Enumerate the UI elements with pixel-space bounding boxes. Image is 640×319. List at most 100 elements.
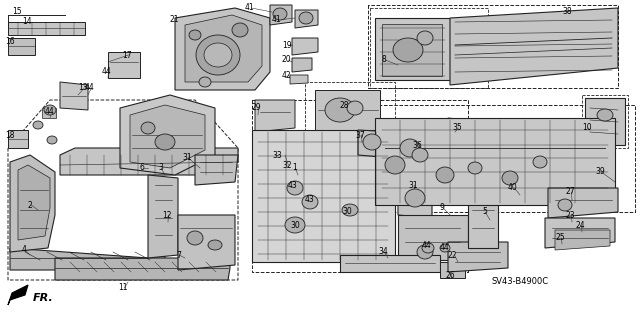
Polygon shape (258, 148, 280, 165)
Text: 33: 33 (272, 151, 282, 160)
Text: 37: 37 (355, 130, 365, 139)
Polygon shape (448, 242, 508, 272)
Text: 18: 18 (5, 130, 15, 139)
Ellipse shape (299, 12, 313, 24)
Polygon shape (60, 82, 88, 110)
Ellipse shape (502, 171, 518, 185)
Polygon shape (548, 188, 618, 218)
Polygon shape (130, 105, 205, 168)
Ellipse shape (412, 148, 428, 162)
Text: 31: 31 (182, 153, 191, 162)
Polygon shape (440, 262, 465, 278)
Ellipse shape (302, 195, 318, 209)
Ellipse shape (187, 231, 203, 245)
Text: 30: 30 (290, 220, 300, 229)
Polygon shape (292, 58, 312, 72)
Text: 35: 35 (452, 123, 461, 132)
Polygon shape (270, 5, 292, 25)
Text: 27: 27 (565, 188, 575, 197)
Ellipse shape (325, 98, 355, 122)
Polygon shape (290, 75, 308, 84)
Polygon shape (108, 52, 140, 78)
Polygon shape (42, 108, 56, 118)
Polygon shape (375, 18, 450, 80)
Polygon shape (185, 15, 262, 82)
Text: 43: 43 (288, 181, 298, 189)
Ellipse shape (597, 109, 613, 121)
Polygon shape (395, 132, 428, 165)
Text: 32: 32 (282, 160, 292, 169)
Text: 17: 17 (122, 50, 132, 60)
Ellipse shape (533, 156, 547, 168)
Text: 40: 40 (508, 183, 518, 192)
Ellipse shape (141, 122, 155, 134)
Polygon shape (178, 215, 235, 270)
Ellipse shape (204, 43, 232, 67)
Polygon shape (375, 118, 615, 205)
Text: 30: 30 (342, 207, 352, 217)
Text: 41: 41 (272, 16, 282, 25)
Text: 44: 44 (102, 68, 112, 77)
Ellipse shape (285, 217, 305, 233)
Polygon shape (8, 22, 85, 35)
Text: 8: 8 (382, 56, 387, 64)
Text: 36: 36 (412, 140, 422, 150)
Ellipse shape (199, 77, 211, 87)
Text: 39: 39 (595, 167, 605, 176)
Ellipse shape (393, 38, 423, 62)
Text: 12: 12 (162, 211, 172, 219)
Text: 6: 6 (140, 164, 145, 173)
Text: 44: 44 (422, 241, 432, 249)
Polygon shape (55, 258, 230, 280)
Polygon shape (10, 155, 55, 252)
Polygon shape (468, 195, 498, 248)
Polygon shape (292, 38, 318, 55)
Ellipse shape (440, 244, 450, 252)
Ellipse shape (417, 31, 433, 45)
Polygon shape (18, 165, 50, 240)
Polygon shape (252, 130, 395, 262)
Text: 1: 1 (292, 164, 297, 173)
Polygon shape (10, 248, 165, 270)
Text: 22: 22 (448, 250, 458, 259)
Text: 11: 11 (118, 284, 127, 293)
Text: 2: 2 (28, 201, 33, 210)
Text: 31: 31 (408, 181, 418, 189)
Polygon shape (315, 90, 380, 130)
Text: 29: 29 (252, 103, 262, 113)
Text: 26: 26 (445, 271, 454, 279)
Polygon shape (382, 24, 442, 76)
Ellipse shape (558, 199, 572, 211)
Polygon shape (398, 215, 468, 260)
Ellipse shape (47, 136, 57, 144)
Ellipse shape (417, 245, 433, 259)
Ellipse shape (347, 101, 363, 115)
Text: 43: 43 (305, 196, 315, 204)
Polygon shape (555, 230, 610, 250)
Text: 24: 24 (575, 220, 584, 229)
Text: 19: 19 (282, 41, 292, 49)
Polygon shape (8, 130, 28, 148)
Text: 23: 23 (565, 211, 575, 219)
Ellipse shape (44, 105, 56, 115)
Ellipse shape (273, 8, 287, 20)
Ellipse shape (436, 167, 454, 183)
Ellipse shape (232, 23, 248, 37)
Polygon shape (398, 178, 432, 218)
Polygon shape (340, 255, 440, 272)
Polygon shape (448, 118, 468, 145)
Ellipse shape (33, 121, 43, 129)
Ellipse shape (189, 30, 201, 40)
Text: 9: 9 (440, 204, 445, 212)
Polygon shape (295, 10, 318, 28)
Polygon shape (283, 148, 300, 162)
Text: 42: 42 (282, 70, 292, 79)
Polygon shape (545, 218, 615, 248)
Ellipse shape (400, 139, 420, 157)
Text: 44: 44 (440, 243, 450, 253)
Polygon shape (195, 155, 238, 185)
Text: 15: 15 (12, 8, 22, 17)
Polygon shape (8, 285, 28, 305)
Text: 10: 10 (582, 123, 591, 132)
Text: 20: 20 (282, 56, 292, 64)
